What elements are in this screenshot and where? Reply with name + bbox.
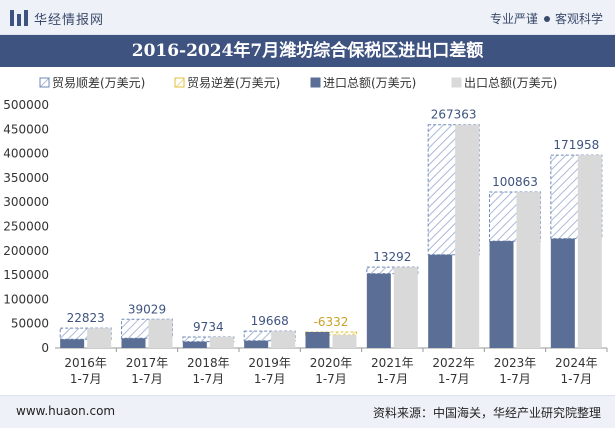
site-url: www.huaon.com — [16, 404, 116, 418]
surplus-bar — [366, 266, 419, 275]
balance-data-label: 39029 — [128, 302, 166, 316]
slogan-left: 专业严谨 — [489, 12, 538, 26]
import-bar — [121, 338, 146, 348]
surplus-bar — [182, 336, 235, 343]
bullet-dot-icon — [543, 16, 550, 22]
y-tick-label: 0 — [41, 341, 49, 355]
export-bar — [87, 328, 112, 348]
balance-data-label: 19668 — [251, 314, 289, 328]
import-bar — [182, 341, 207, 348]
legend-swatch — [310, 77, 321, 88]
y-tick-label: 450000 — [3, 122, 49, 136]
export-bar — [271, 331, 296, 348]
balance-data-label: -6332 — [314, 315, 349, 329]
chart-title: 2016-2024年7月潍坊综合保税区进出口差额 — [0, 35, 615, 67]
x-tick-label: 2024年 — [555, 356, 598, 370]
import-bar — [366, 273, 391, 348]
header-bar: 华经情报网 专业严谨 客观科学 — [0, 0, 615, 35]
x-tick-label: 1-7月 — [438, 372, 470, 386]
x-tick-label: 1-7月 — [131, 372, 163, 386]
y-tick-label: 300000 — [3, 195, 49, 209]
y-tick-label: 150000 — [3, 268, 49, 282]
legend-swatch — [39, 77, 50, 88]
legend-swatch — [451, 77, 462, 88]
x-tick-label: 2022年 — [432, 356, 475, 370]
x-tick-label: 2018年 — [187, 356, 230, 370]
y-tick-label: 400000 — [3, 147, 49, 161]
y-tick-label: 500000 — [3, 98, 49, 112]
x-tick-label: 2017年 — [126, 356, 169, 370]
surplus-bar — [243, 330, 296, 342]
balance-data-label: 22823 — [67, 311, 105, 325]
x-tick-label: 2016年 — [64, 356, 107, 370]
legend-swatch — [174, 77, 185, 88]
legend-label: 贸易顺差(万美元) — [52, 76, 145, 90]
chart-legend: 贸易顺差(万美元) 贸易逆差(万美元) 进口总额(万美元) 出口总额(万美元) — [39, 75, 557, 90]
y-tick-label: 350000 — [3, 171, 49, 185]
slogan: 专业严谨 客观科学 — [490, 10, 603, 27]
balance-data-label: 13292 — [373, 250, 411, 264]
chart-data-labels: 22823 39029 9734 19668 -6332 13292 267363 10086… — [67, 108, 600, 334]
brand-name: 华经情报网 — [34, 13, 105, 28]
import-bar — [244, 340, 269, 348]
x-tick-label: 1-7月 — [377, 372, 409, 386]
chart-bars — [59, 124, 603, 349]
export-bar — [209, 336, 234, 348]
chart-axes: 0 50000 100000 150000 200000 250000 300000 3500… — [3, 98, 608, 386]
legend-label: 进口总额(万美元) — [323, 76, 416, 90]
export-bar — [516, 192, 541, 348]
huajing-logo-icon — [10, 10, 28, 26]
bar-chart: 贸易顺差(万美元) 贸易逆差(万美元) 进口总额(万美元) 出口总额(万美元) 0 50… — [3, 75, 608, 386]
x-tick-label: 1-7月 — [561, 372, 593, 386]
legend-label: 出口总额(万美元) — [464, 76, 557, 90]
footer-bar: www.huaon.com 资料来源：中国海关，华经产业研究院整理 — [0, 395, 615, 428]
legend-label: 贸易逆差(万美元) — [187, 75, 280, 90]
y-tick-label: 200000 — [3, 244, 49, 258]
export-bar — [393, 267, 418, 348]
import-bar — [428, 254, 453, 348]
export-bar — [455, 124, 480, 349]
surplus-bar — [59, 327, 112, 340]
balance-data-label: 171958 — [553, 138, 599, 152]
x-tick-label: 1-7月 — [70, 372, 102, 386]
x-tick-label: 2023年 — [494, 356, 537, 370]
export-bar — [148, 319, 173, 348]
export-bar — [332, 335, 357, 348]
y-tick-label: 50000 — [11, 317, 49, 331]
x-tick-label: 1-7月 — [254, 372, 286, 386]
x-tick-label: 2021年 — [371, 356, 414, 370]
x-tick-label: 2020年 — [310, 356, 353, 370]
x-tick-label: 1-7月 — [499, 372, 531, 386]
data-source: 资料来源：中国海关，华经产业研究院整理 — [372, 406, 601, 420]
import-bar — [550, 238, 575, 348]
export-bar — [577, 155, 602, 348]
slogan-right: 客观科学 — [554, 12, 603, 26]
x-tick-label: 1-7月 — [315, 372, 347, 386]
import-bar — [60, 339, 85, 348]
import-bar — [305, 331, 330, 348]
balance-data-label: 9734 — [193, 320, 224, 334]
y-tick-label: 250000 — [3, 220, 49, 234]
balance-data-label: 267363 — [431, 108, 477, 122]
import-bar — [489, 241, 514, 348]
x-tick-label: 2019年 — [248, 356, 291, 370]
x-tick-label: 1-7月 — [193, 372, 225, 386]
y-tick-label: 100000 — [3, 292, 49, 306]
balance-data-label: 100863 — [492, 175, 538, 189]
